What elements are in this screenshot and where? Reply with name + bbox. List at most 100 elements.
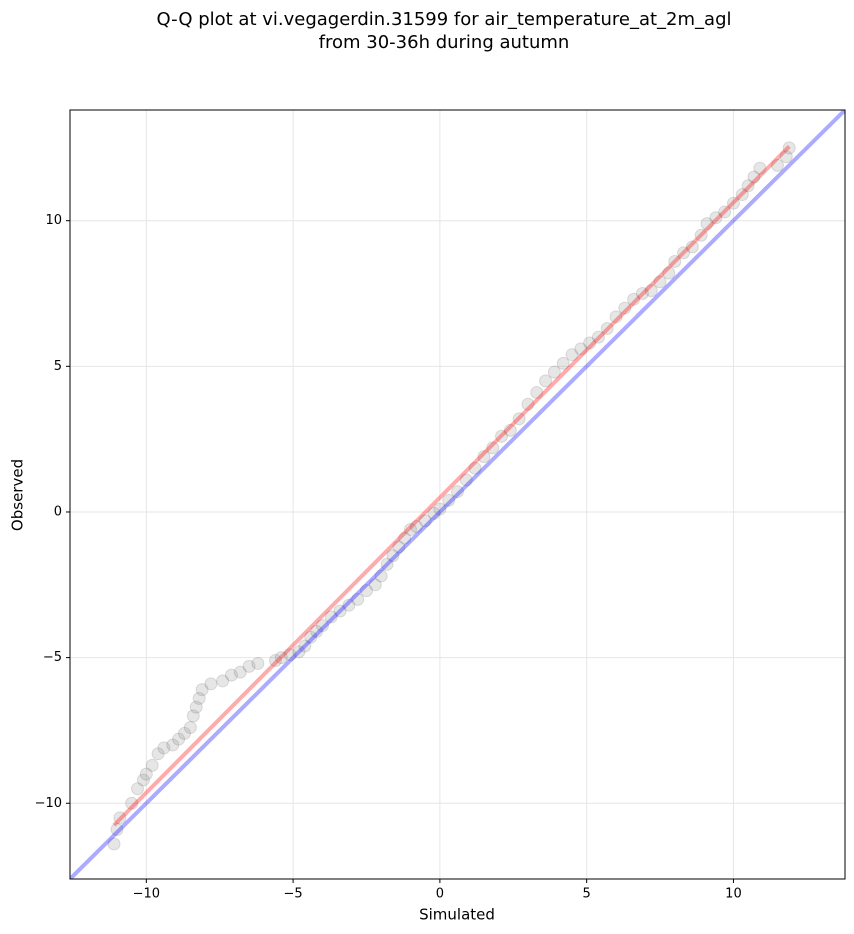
point bbox=[186, 709, 200, 723]
point bbox=[459, 473, 473, 487]
point bbox=[145, 758, 159, 772]
point bbox=[113, 811, 127, 825]
point bbox=[324, 610, 338, 624]
y-axis-label: Observed bbox=[9, 459, 27, 531]
point bbox=[521, 397, 535, 411]
point bbox=[770, 158, 784, 172]
point bbox=[442, 493, 456, 507]
point bbox=[741, 179, 755, 193]
point bbox=[183, 721, 197, 735]
point bbox=[753, 161, 767, 175]
point bbox=[315, 619, 329, 633]
point bbox=[662, 266, 676, 280]
point bbox=[709, 211, 723, 225]
point bbox=[512, 412, 526, 426]
point bbox=[136, 773, 150, 787]
y-tick-label: −10 bbox=[35, 796, 62, 811]
point bbox=[591, 330, 605, 344]
point bbox=[404, 522, 418, 536]
point bbox=[685, 240, 699, 254]
point bbox=[216, 674, 230, 688]
point bbox=[574, 342, 588, 356]
point bbox=[386, 549, 400, 563]
grid bbox=[70, 110, 845, 879]
x-tick-label: 10 bbox=[725, 887, 742, 902]
point bbox=[409, 520, 423, 534]
x-tick-label: −5 bbox=[284, 887, 303, 902]
point bbox=[110, 822, 124, 836]
x-axis-label: Simulated bbox=[419, 906, 495, 924]
point bbox=[398, 531, 412, 545]
reference-line bbox=[112, 145, 791, 827]
point bbox=[283, 648, 297, 662]
point bbox=[635, 287, 649, 301]
point bbox=[192, 691, 206, 705]
point bbox=[274, 651, 288, 665]
point bbox=[172, 732, 186, 746]
plot-area bbox=[70, 110, 845, 879]
point bbox=[726, 196, 740, 210]
point bbox=[547, 365, 561, 379]
point bbox=[233, 665, 247, 679]
point bbox=[392, 540, 406, 554]
point bbox=[177, 726, 191, 740]
point bbox=[189, 700, 203, 714]
point bbox=[530, 386, 544, 400]
point bbox=[166, 738, 180, 752]
point bbox=[157, 741, 171, 755]
point bbox=[735, 187, 749, 201]
point bbox=[539, 374, 553, 388]
point bbox=[468, 461, 482, 475]
point bbox=[644, 284, 658, 298]
ticks: −10 −5 0 5 10 −10 −5 0 5 10 bbox=[35, 213, 742, 901]
point bbox=[292, 645, 306, 659]
point bbox=[583, 336, 597, 350]
point bbox=[694, 228, 708, 242]
point bbox=[451, 485, 464, 499]
point bbox=[304, 630, 318, 644]
point bbox=[600, 321, 614, 335]
point bbox=[618, 301, 632, 315]
point bbox=[298, 639, 312, 653]
point bbox=[718, 205, 732, 219]
point bbox=[131, 782, 145, 796]
point bbox=[224, 668, 238, 682]
point bbox=[433, 502, 447, 516]
point bbox=[251, 656, 265, 670]
point bbox=[427, 506, 441, 520]
point bbox=[351, 592, 365, 606]
point bbox=[368, 578, 382, 592]
chart-title: from 30-36h during autumn bbox=[319, 32, 570, 53]
chart-title: Q-Q plot at vi.vegagerdin.31599 for air_… bbox=[157, 9, 732, 30]
point bbox=[333, 604, 347, 618]
point bbox=[627, 292, 641, 306]
point bbox=[677, 246, 691, 260]
point bbox=[107, 837, 121, 851]
y-tick-label: 0 bbox=[54, 504, 62, 519]
point bbox=[779, 150, 793, 164]
point bbox=[477, 450, 491, 464]
point bbox=[495, 429, 509, 443]
point bbox=[418, 514, 432, 528]
point bbox=[195, 683, 209, 697]
point bbox=[380, 557, 394, 571]
point bbox=[342, 598, 356, 612]
point bbox=[204, 677, 218, 691]
point bbox=[310, 624, 324, 638]
point bbox=[700, 217, 714, 231]
y-tick-label: 10 bbox=[45, 213, 62, 228]
point bbox=[565, 348, 579, 362]
x-tick-label: 5 bbox=[583, 887, 591, 902]
axes-frame bbox=[69, 109, 846, 880]
point bbox=[503, 423, 517, 437]
point bbox=[359, 584, 373, 598]
x-tick-label: 0 bbox=[436, 887, 444, 902]
y-tick-label: −5 bbox=[43, 650, 62, 665]
x-tick-label: −10 bbox=[133, 887, 160, 902]
point bbox=[486, 441, 500, 455]
point bbox=[374, 569, 388, 583]
reference-line bbox=[70, 110, 845, 879]
point bbox=[268, 654, 282, 668]
